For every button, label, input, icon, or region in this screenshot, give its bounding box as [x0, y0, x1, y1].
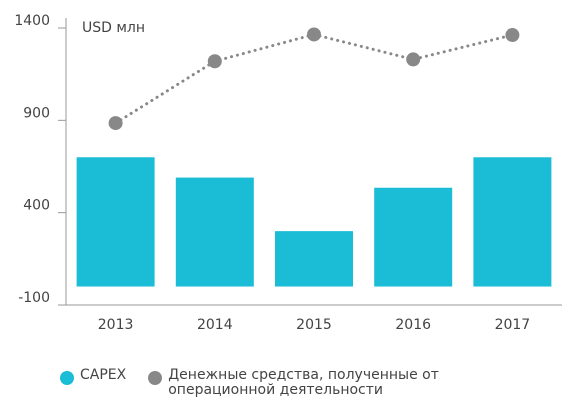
bar	[473, 157, 552, 287]
bar	[275, 231, 353, 287]
y-tick-label: -100	[18, 290, 50, 306]
y-tick-label: 400	[23, 198, 50, 214]
line-point	[307, 27, 321, 42]
x-tick-label: 2017	[495, 317, 531, 333]
legend-swatch	[148, 371, 163, 385]
legend-swatch	[60, 371, 74, 385]
x-tick-label: 2016	[395, 317, 431, 333]
legend: CAPEX Денежные средства, полученные от оп…	[60, 368, 468, 398]
bar	[175, 177, 254, 287]
y-tick-label: 900	[23, 105, 50, 121]
line-point	[207, 54, 222, 69]
x-tick-label: 2015	[296, 317, 332, 333]
y-axis-label: USD млн	[82, 20, 145, 36]
chart: USD млн -100 400 900 1400 2013 2014 2015 2016 20…	[14, 13, 562, 333]
legend-item: Денежные средства, полученные от операци…	[148, 368, 468, 398]
line-point	[505, 28, 520, 43]
y-tick-label: 1400	[14, 13, 50, 29]
legend-item: CAPEX	[60, 368, 126, 398]
line-point	[108, 116, 123, 131]
line-point	[406, 52, 421, 67]
line	[114, 32, 514, 125]
legend-label: Денежные средства, полученные от операци…	[168, 367, 439, 398]
bar	[76, 157, 155, 287]
x-tick-label: 2013	[98, 317, 134, 333]
legend-label: CAPEX	[80, 367, 127, 383]
x-tick-label: 2014	[197, 317, 233, 333]
bar	[374, 187, 453, 287]
